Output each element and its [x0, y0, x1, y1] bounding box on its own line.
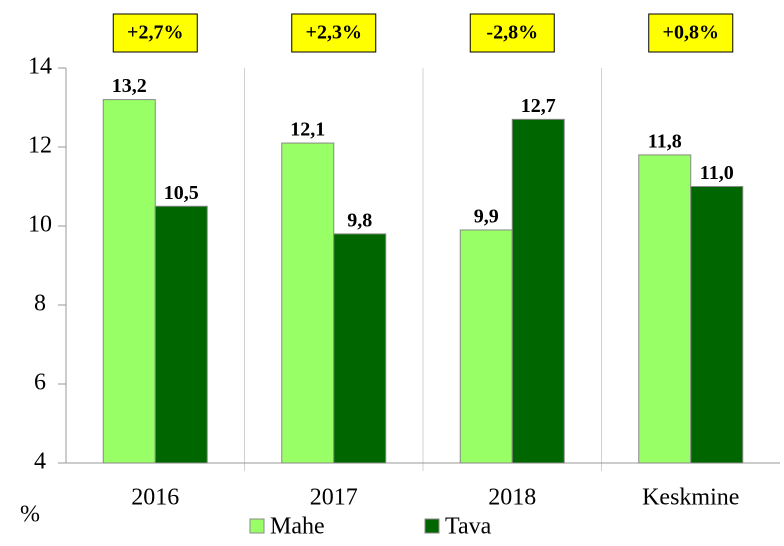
- legend-swatch: [249, 518, 265, 534]
- y-axis-label: %: [20, 502, 40, 528]
- bar: [511, 118, 565, 464]
- bar: [102, 99, 156, 464]
- value-label: 12,7: [521, 95, 556, 117]
- legend-label: Tava: [445, 514, 492, 540]
- legend-swatch: [424, 518, 440, 534]
- y-tick-label: 4: [34, 449, 46, 475]
- annotation-box: [291, 13, 377, 53]
- annotation-box: [648, 13, 734, 53]
- value-label: 10,5: [164, 182, 199, 204]
- y-tick-label: 14: [28, 54, 52, 80]
- annotation-box: [469, 13, 555, 53]
- x-tick-label: Keskmine: [642, 485, 739, 511]
- annotation-box: [112, 13, 198, 53]
- bar: [638, 154, 692, 464]
- y-tick-label: 6: [34, 370, 46, 396]
- annotation: -2,8%: [486, 22, 538, 44]
- value-label: 9,8: [347, 209, 372, 231]
- value-label: 13,2: [112, 75, 147, 97]
- annotation: +2,7%: [127, 22, 183, 44]
- bar: [459, 229, 513, 464]
- annotation: +2,3%: [306, 22, 362, 44]
- bar: [154, 205, 208, 464]
- x-tick-label: 2016: [131, 485, 179, 511]
- value-label: 12,1: [290, 119, 325, 141]
- y-tick-label: 12: [28, 133, 52, 159]
- bar: [690, 186, 744, 464]
- y-tick-label: 10: [28, 212, 52, 238]
- value-label: 9,9: [474, 206, 499, 228]
- bar: [281, 142, 335, 464]
- value-label: 11,0: [700, 162, 734, 184]
- value-label: 11,8: [648, 130, 682, 152]
- annotation: +0,8%: [663, 22, 719, 44]
- y-tick-label: 8: [34, 291, 46, 317]
- legend-label: Mahe: [270, 514, 325, 540]
- bar: [333, 233, 387, 464]
- x-tick-label: 2017: [310, 485, 358, 511]
- x-tick-label: 2018: [488, 485, 536, 511]
